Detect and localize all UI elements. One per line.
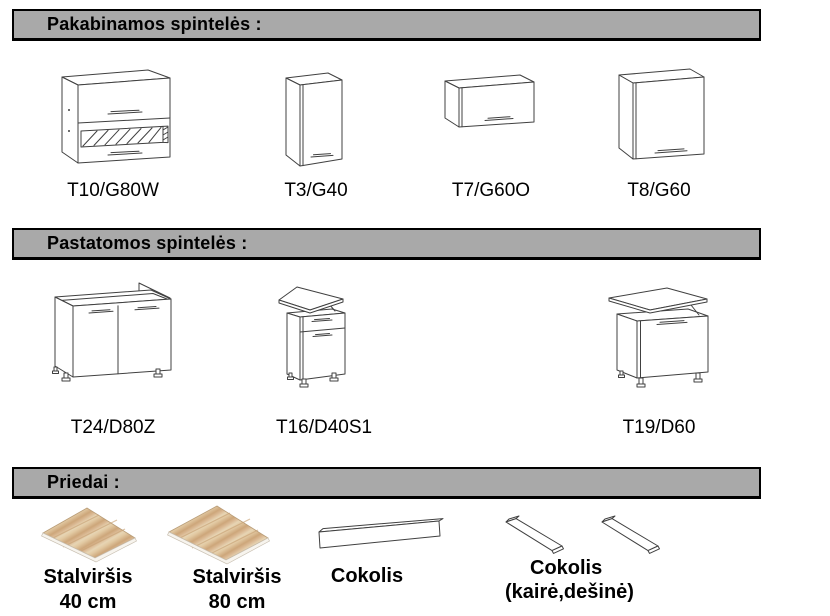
plinth-lr-name: Cokolis [530,557,603,579]
cabinet-drawing-t7-g60o-icon [444,74,535,128]
plinth-right-drawing-icon [601,515,660,554]
plinth-lr-note: (kairė,dešinė) [505,581,634,603]
cabinet-drawing-t8-g60-icon [618,68,705,160]
item-label-worktop-40: Stalviršis 40 cm [28,565,148,615]
cabinet-drawing-t19-d60-icon [608,287,709,388]
item-label-plinth: Cokolis [330,565,404,587]
item-label-plinth-lr: Cokolis (kairė,dešinė) [505,556,680,604]
section-header-wall-cabinets: Pakabinamos spintelės : [12,9,761,41]
item-label-worktop-80: Stalviršis 80 cm [177,565,297,615]
item-label-t8-g60: T8/G60 [627,180,691,201]
item-label-t10-g80w: T10/G80W [67,180,159,201]
worktop-80-name: Stalviršis [192,566,282,588]
section-header-base-cabinets: Pastatomos spintelės : [12,228,761,260]
item-label-t3-g40: T3/G40 [284,180,348,201]
cabinet-drawing-t3-g40-icon [285,72,343,167]
section-title: Pakabinamos spintelės : [47,14,262,34]
cabinet-drawing-t16-d40s1-icon [278,286,346,388]
item-label-t19-d60: T19/D60 [622,417,696,438]
item-label-t24-d80z: T24/D80Z [70,417,156,438]
plinth-strip-drawing-icon [318,518,444,549]
section-title: Pastatomos spintelės : [47,233,248,253]
worktop-80-size: 80 cm [208,591,266,613]
section-title: Priedai : [47,472,120,492]
plinth-left-drawing-icon [505,515,564,554]
worktop-40-size: 40 cm [59,591,117,613]
worktop-80-photo-icon [167,505,270,565]
worktop-40-name: Stalviršis [43,566,133,588]
worktop-40-photo-icon [41,507,137,563]
cabinet-drawing-t10-g80w-icon [61,69,171,164]
item-label-t16-d40s1: T16/D40S1 [276,417,373,438]
cabinet-drawing-t24-d80z-icon [52,282,172,382]
section-header-accessories: Priedai : [12,467,761,499]
item-label-t7-g60o: T7/G60O [451,180,531,201]
